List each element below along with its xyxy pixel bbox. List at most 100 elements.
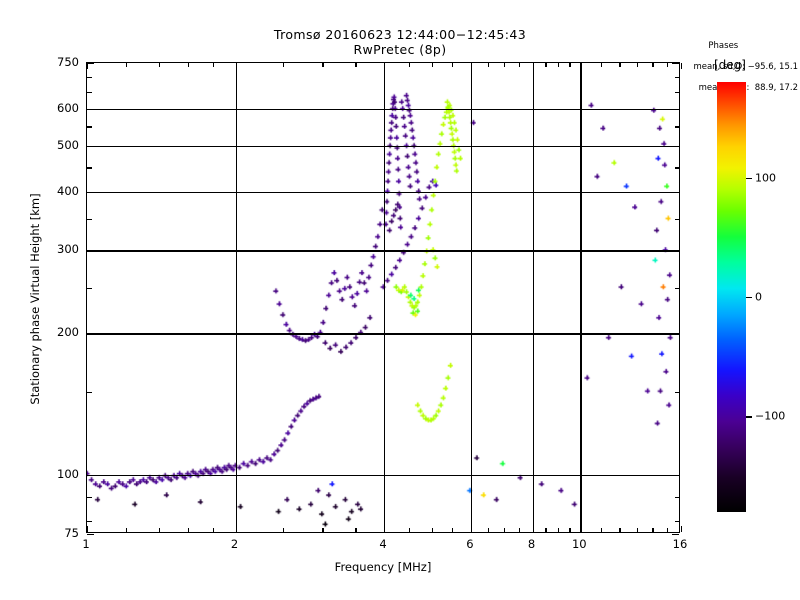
axis-tick-x <box>636 63 638 67</box>
axis-tick-y <box>87 145 94 148</box>
axis-tick-x <box>667 63 669 67</box>
axis-tick-x <box>322 528 324 532</box>
axis-tick-x <box>235 63 237 69</box>
axis-tick-y <box>674 287 679 289</box>
axis-tick-x <box>452 63 454 67</box>
gridline-horizontal <box>87 108 679 110</box>
axis-tick-x <box>532 63 534 69</box>
axis-tick-y <box>87 167 92 169</box>
axis-tick-x <box>580 63 582 69</box>
axis-tick-y <box>87 392 92 394</box>
axis-tick-y <box>674 392 679 394</box>
gridline-horizontal <box>87 191 679 193</box>
axis-tick-x <box>384 526 386 532</box>
axis-tick-x <box>87 63 89 69</box>
x-tick-label: 4 <box>379 537 387 551</box>
y-axis-title: Stationary phase Virtual Height [km] <box>28 193 42 405</box>
axis-tick-x <box>557 528 559 532</box>
colorbar-tick-label: 100 <box>755 171 776 185</box>
axis-tick-y <box>87 250 94 252</box>
axis-tick-y <box>674 496 679 498</box>
gridline-vertical <box>235 63 237 532</box>
axis-tick-x <box>283 63 285 67</box>
gridline-vertical <box>470 63 473 532</box>
y-tick-label: 300 <box>57 242 79 257</box>
axis-tick-x <box>667 528 669 532</box>
axis-tick-x <box>488 528 490 532</box>
axis-tick-y <box>87 520 92 522</box>
axis-tick-y <box>674 92 679 94</box>
y-tick-label: 400 <box>57 183 79 198</box>
colorbar-tick-label: −100 <box>755 409 786 423</box>
axis-tick-x <box>159 63 161 67</box>
axis-tick-y <box>87 287 92 289</box>
axis-tick-x <box>409 528 411 532</box>
axis-tick-x <box>619 63 621 67</box>
axis-tick-y <box>87 77 92 79</box>
y-tick-label: 600 <box>57 100 79 115</box>
phase-stats-x-mode: mean, sd,X: 88.9, 17.2 <box>698 83 798 93</box>
gridline-horizontal <box>87 475 679 477</box>
axis-tick-x <box>652 63 654 67</box>
axis-tick-y <box>87 92 92 94</box>
x-tick-label: 10 <box>571 537 587 551</box>
axis-tick-y <box>674 218 679 221</box>
axis-tick-x <box>503 528 506 532</box>
phase-stats-header: Phases <box>708 41 739 51</box>
axis-tick-y <box>87 333 94 335</box>
gridline-vertical <box>532 63 534 532</box>
axis-tick-x <box>283 528 285 532</box>
colorbar-tick-label: 0 <box>755 290 762 304</box>
axis-tick-x <box>545 528 547 532</box>
axis-tick-x <box>87 526 89 532</box>
axis-tick-x <box>600 528 602 532</box>
axis-tick-x <box>159 528 161 532</box>
axis-tick-x <box>187 528 189 532</box>
axis-tick-y <box>87 534 94 536</box>
axis-tick-y <box>674 77 679 79</box>
y-tick-label: 500 <box>57 137 79 152</box>
axis-tick-x <box>187 63 189 67</box>
x-axis-title: Frequency [MHz] <box>334 560 432 574</box>
axis-tick-x <box>636 528 638 532</box>
axis-tick-x <box>569 63 571 67</box>
y-tick-label: 100 <box>57 467 79 482</box>
y-tick-label: 750 <box>57 55 79 69</box>
gridline-horizontal <box>87 145 679 148</box>
x-tick-label: 8 <box>527 537 536 551</box>
y-tick-label: 200 <box>57 325 79 340</box>
axis-tick-x <box>488 63 490 67</box>
axis-tick-y <box>672 534 679 536</box>
axis-tick-x <box>384 63 386 69</box>
chart-title-line1: Tromsø 20160623 12:44:00−12:45:43 <box>273 27 527 42</box>
axis-tick-x <box>431 63 433 67</box>
axis-tick-y <box>87 496 92 498</box>
axis-tick-x <box>681 526 683 532</box>
axis-tick-x <box>212 63 215 67</box>
axis-tick-x <box>212 528 215 532</box>
axis-tick-x <box>532 526 534 532</box>
colorbar-unit-label: [deg] <box>714 58 746 72</box>
axis-tick-x <box>518 63 520 67</box>
x-tick-label: 16 <box>672 537 688 551</box>
axis-tick-x <box>355 63 357 67</box>
x-tick-label: 6 <box>466 537 474 551</box>
axis-tick-x <box>452 528 454 532</box>
x-tick-label: 1 <box>82 537 90 551</box>
axis-tick-x <box>235 526 237 532</box>
axis-tick-y <box>672 145 679 148</box>
axis-tick-x <box>355 528 357 532</box>
axis-tick-y <box>87 218 92 221</box>
gridline-horizontal <box>87 333 679 335</box>
gridline-horizontal <box>87 250 679 252</box>
axis-tick-x <box>431 528 433 532</box>
axis-tick-y <box>87 108 94 110</box>
axis-tick-x <box>619 528 621 532</box>
axis-tick-y <box>674 167 679 169</box>
axis-tick-x <box>652 528 654 532</box>
axis-tick-y <box>87 63 94 65</box>
axis-tick-x <box>503 63 506 67</box>
axis-tick-x <box>518 528 520 532</box>
axis-tick-x <box>126 63 128 67</box>
